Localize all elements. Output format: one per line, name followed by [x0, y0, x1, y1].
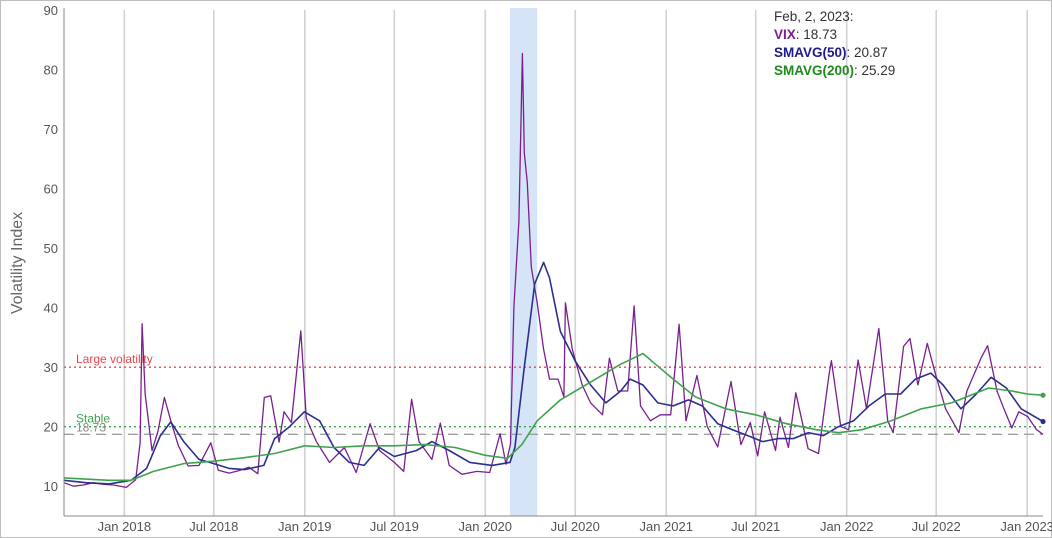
- x-tick-label: Jul 2020: [551, 519, 600, 534]
- x-tick-label: Jan 2023: [1000, 519, 1052, 534]
- y-tick-label: 70: [44, 122, 58, 137]
- tooltip-date: Feb, 2, 2023:: [774, 9, 854, 24]
- grid-lines: [123, 10, 1028, 516]
- reference-line-label: Large volatility: [76, 352, 153, 366]
- series-end-marker: [1040, 418, 1046, 425]
- x-tick-label: Jul 2022: [912, 519, 961, 534]
- reference-line-label: Stable: [76, 412, 110, 426]
- reference-line-label: 18.73: [76, 420, 106, 434]
- y-tick-label: 60: [44, 182, 58, 197]
- y-tick-label: 30: [44, 360, 58, 375]
- y-tick-label: 50: [44, 241, 58, 256]
- y-tick-label: 90: [44, 3, 58, 18]
- hover-tooltip: Feb, 2, 2023: VIX: 18.73 SMAVG(50): 20.8…: [774, 8, 895, 80]
- tooltip-series-name: SMAVG(200): [774, 63, 855, 78]
- x-tick-label: Jan 2021: [639, 519, 693, 534]
- x-tick-label: Jan 2020: [459, 519, 513, 534]
- series-line-vix: [63, 52, 1044, 489]
- tick-labels: Jan 2018 Jul 2018 Jan 2019 Jul 2019 Jan 2020…: [44, 3, 1052, 534]
- series-end-marker: [1040, 392, 1046, 398]
- series-line-smavg-50: [63, 261, 1044, 485]
- tooltip-series-name: VIX: [774, 27, 796, 42]
- y-tick-label: 10: [44, 479, 58, 494]
- y-tick-label: 20: [44, 420, 58, 435]
- x-tick-label: Jul 2019: [370, 519, 419, 534]
- axes: [63, 8, 1043, 517]
- x-tick-label: Jul 2018: [189, 519, 238, 534]
- tooltip-series-value: : 20.87: [846, 45, 888, 60]
- tooltip-row-smavg200: SMAVG(200): 25.29: [774, 62, 895, 80]
- tooltip-row-smavg50: SMAVG(50): 20.87: [774, 44, 895, 62]
- x-tick-label: Jan 2022: [820, 519, 874, 534]
- y-tick-label: 80: [44, 63, 58, 78]
- tooltip-series-value: : 25.29: [854, 63, 896, 78]
- x-tick-label: Jul 2021: [731, 519, 780, 534]
- series-line-smavg-200: [63, 352, 1044, 482]
- x-tick-label: Jan 2018: [98, 519, 152, 534]
- series-lines: [63, 52, 1046, 489]
- tooltip-series-value: : 18.73: [795, 27, 838, 42]
- x-tick-label: Jan 2019: [278, 519, 332, 534]
- tooltip-row-vix: VIX: 18.73: [774, 26, 895, 44]
- y-axis-label: Volatility Index: [9, 212, 26, 314]
- y-tick-label: 40: [44, 301, 58, 316]
- tooltip-series-name: SMAVG(50): [774, 45, 847, 60]
